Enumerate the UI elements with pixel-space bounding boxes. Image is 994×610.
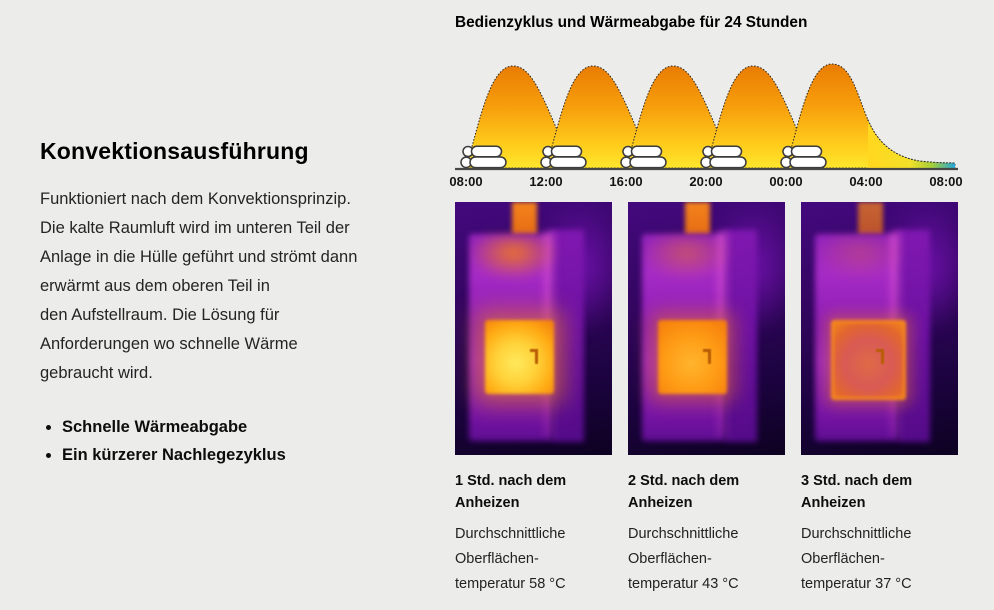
x-axis-tick-0800: 08:00 xyxy=(929,174,962,189)
x-axis-tick-0400: 04:00 xyxy=(849,174,882,189)
figure-caption: 1 Std. nach dem Anheizen Durchschnittlic… xyxy=(455,470,612,597)
door-handle-mark xyxy=(876,348,885,364)
thermal-figure-1: 1 Std. nach dem Anheizen Durchschnittlic… xyxy=(455,202,612,597)
stove-door-hotspot xyxy=(657,319,727,395)
x-axis-tick-0000: 00:00 xyxy=(769,174,802,189)
stove-door-hotspot xyxy=(830,319,906,401)
chart-column: Bedienzyklus und Wärmeabgabe für 24 Stun… xyxy=(449,14,975,604)
thermal-figure-2: 2 Std. nach dem Anheizen Durchschnittlic… xyxy=(628,202,785,597)
figure-caption: 2 Std. nach dem Anheizen Durchschnittlic… xyxy=(628,470,785,597)
stove-door-hotspot xyxy=(484,319,554,395)
figure-caption-body: Durchschnittliche Oberflächen- temperatu… xyxy=(801,526,912,592)
hot-flue-area xyxy=(511,202,537,235)
feature-item-1: Schnelle Wärmeabgabe xyxy=(62,413,430,441)
figure-caption-body: Durchschnittliche Oberflächen- temperatu… xyxy=(455,526,566,592)
x-axis-tick-1600: 16:00 xyxy=(609,174,642,189)
figure-caption-body: Durchschnittliche Oberflächen- temperatu… xyxy=(628,526,739,592)
heat-pulse-2 xyxy=(545,65,655,169)
figure-caption-title: 2 Std. nach dem Anheizen xyxy=(628,473,740,511)
page-title: Konvektionsausführung xyxy=(40,138,309,164)
firewood-logs-icon xyxy=(460,145,507,169)
heat-pulse-3 xyxy=(625,65,735,169)
hot-upper-band xyxy=(813,234,905,281)
firewood-logs-icon xyxy=(540,145,587,169)
x-axis-tick-0800: 08:00 xyxy=(449,174,482,189)
figure-caption-title: 3 Std. nach dem Anheizen xyxy=(801,473,913,511)
chart-title: Bedienzyklus und Wärmeabgabe für 24 Stun… xyxy=(455,14,808,31)
figure-caption: 3 Std. nach dem Anheizen Durchschnittlic… xyxy=(801,470,958,597)
heat-pulse-4 xyxy=(705,65,815,169)
hot-flue-area xyxy=(857,202,883,235)
thermal-image-2h xyxy=(628,202,785,455)
x-axis-tick-1200: 12:00 xyxy=(529,174,562,189)
feature-list: Schnelle Wärmeabgabe Ein kürzerer Nachle… xyxy=(40,413,430,469)
intro-paragraph: Funktioniert nach dem Konvektionsprinzip… xyxy=(40,190,358,382)
door-handle-mark xyxy=(530,348,539,364)
door-handle-mark xyxy=(703,348,712,364)
stove-side-face xyxy=(723,229,757,443)
text-column: Konvektionsausführung Funktioniert nach … xyxy=(40,138,430,469)
thermal-image-3h xyxy=(801,202,958,455)
hot-upper-band xyxy=(467,234,559,281)
heat-pulse-1 xyxy=(465,65,575,169)
cooldown-tail xyxy=(868,120,955,168)
feature-item-2: Ein kürzerer Nachlegezyklus xyxy=(62,441,430,469)
hot-flue-area xyxy=(684,202,710,235)
firewood-logs-icon xyxy=(700,145,747,169)
firewood-logs-icon xyxy=(780,145,827,169)
x-axis-tick-2000: 20:00 xyxy=(689,174,722,189)
heat-pulse-5 xyxy=(785,63,956,169)
firewood-logs-icon xyxy=(620,145,667,169)
thermal-image-1h xyxy=(455,202,612,455)
heat-cycle-chart: 08:00 12:00 16:00 20:00 00:00 04:00 08:00 xyxy=(449,63,963,189)
thermal-figure-3: 3 Std. nach dem Anheizen Durchschnittlic… xyxy=(801,202,958,597)
hot-upper-band xyxy=(640,234,732,281)
thermal-image-row: 1 Std. nach dem Anheizen Durchschnittlic… xyxy=(455,202,958,597)
figure-caption-title: 1 Std. nach dem Anheizen xyxy=(455,473,567,511)
